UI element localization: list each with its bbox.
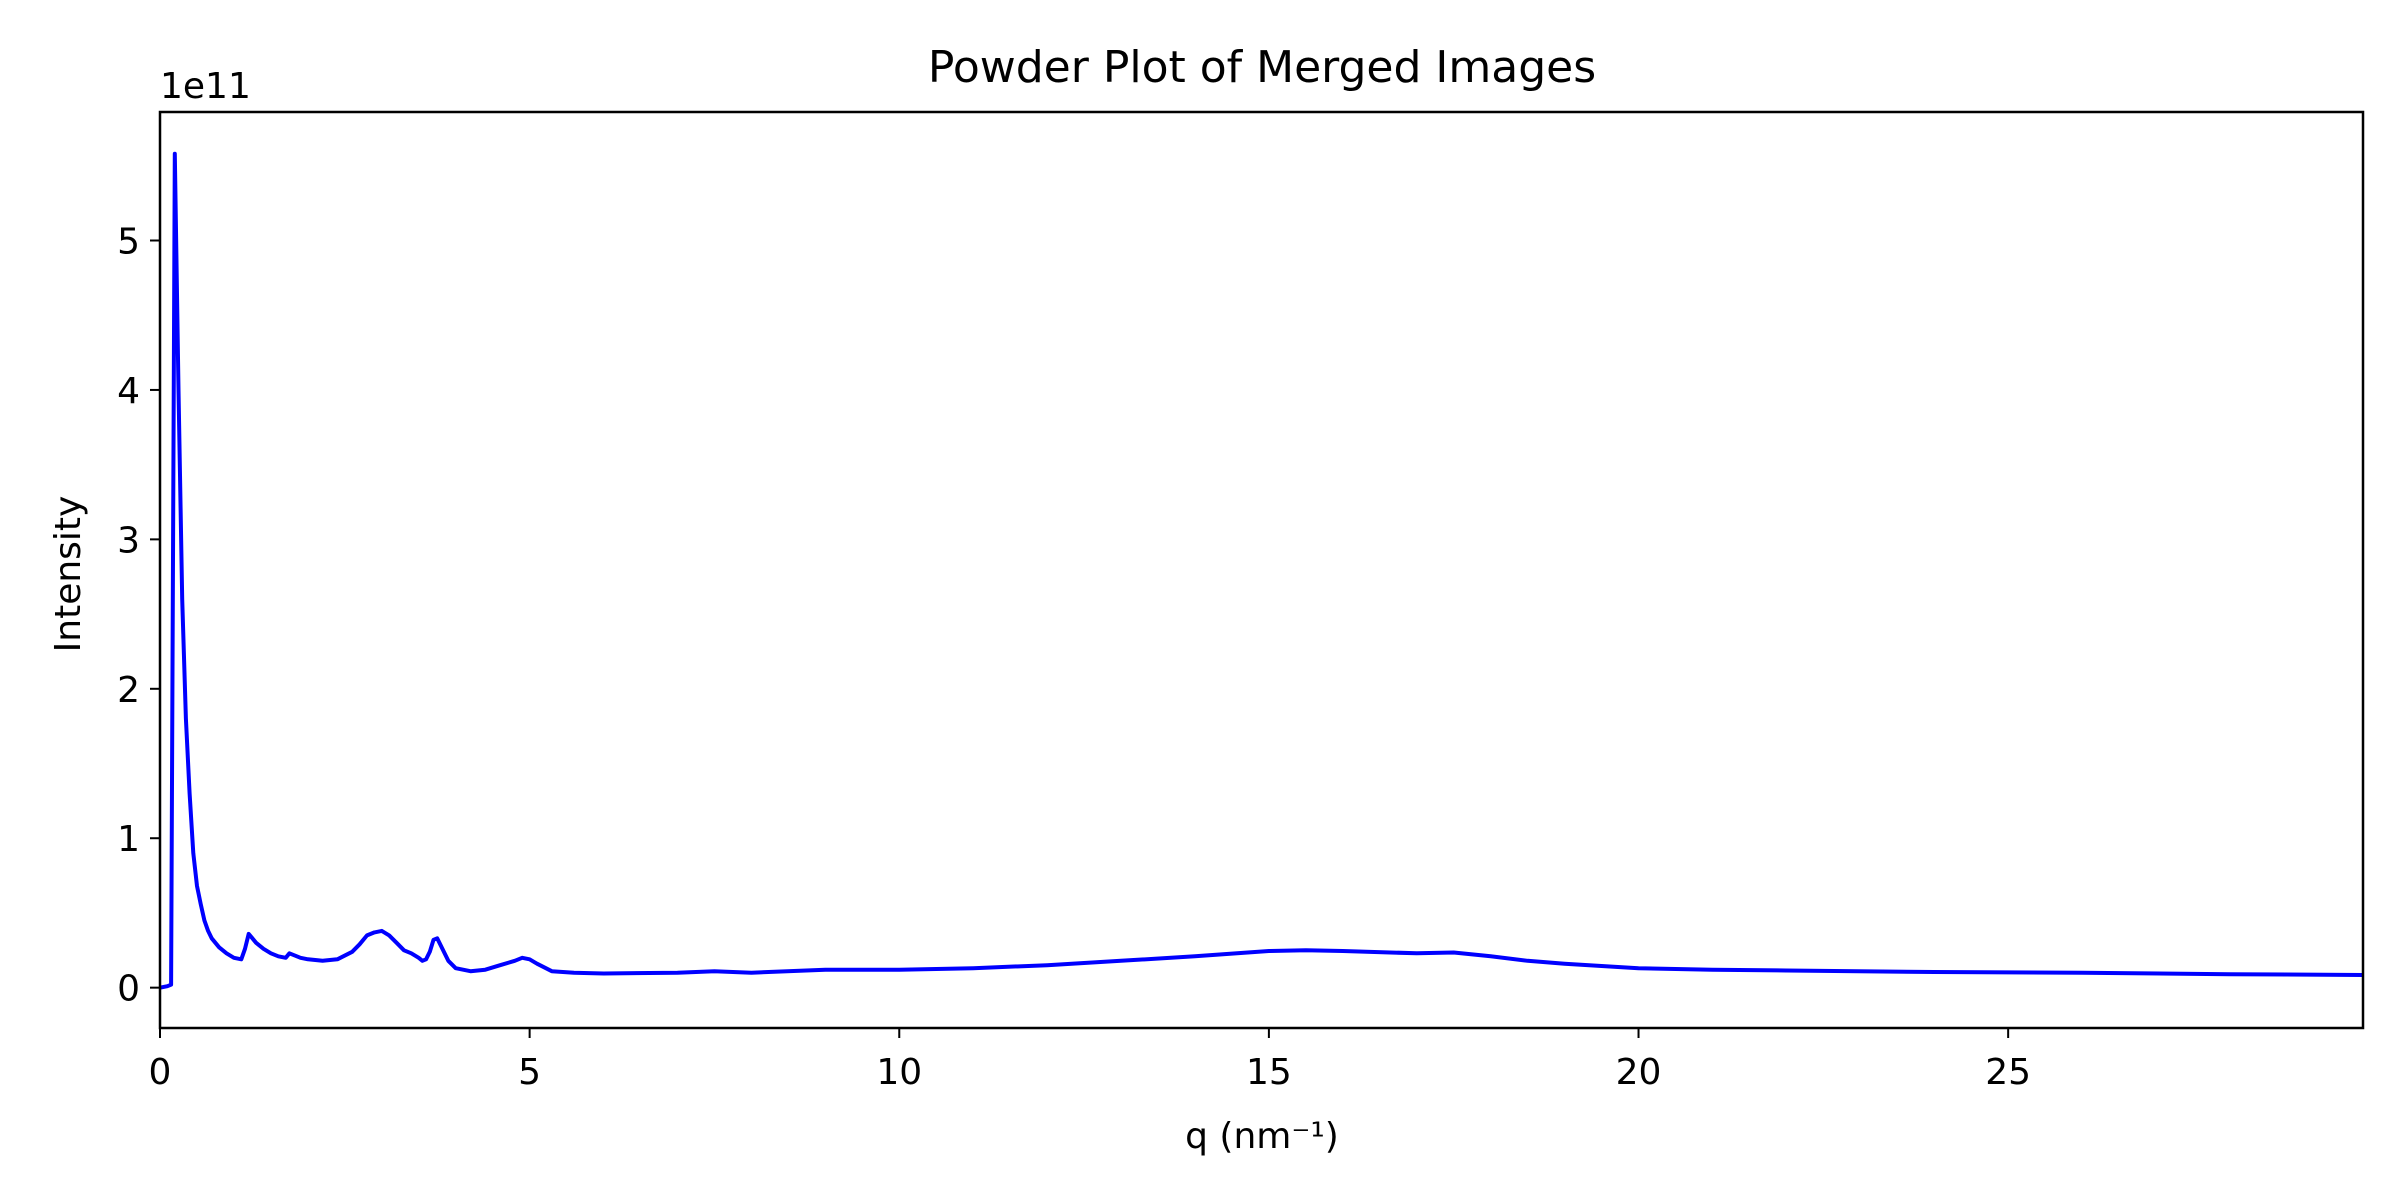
axes-frame <box>158 110 2365 1030</box>
x-tick-label: 10 <box>876 1052 922 1093</box>
x-tick-label: 20 <box>1616 1052 1662 1093</box>
x-tick-label: 5 <box>518 1052 541 1093</box>
y-tick-label: 5 <box>117 222 140 263</box>
x-tick-label: 0 <box>149 1052 172 1093</box>
y-tick-label: 0 <box>117 969 140 1010</box>
y-tick-label: 2 <box>117 670 140 711</box>
x-axis-label: q (nm⁻¹) <box>1185 1116 1339 1157</box>
series-line-0 <box>160 151 2363 990</box>
x-tick-label: 25 <box>1985 1052 2031 1093</box>
y-axis-label: Intensity <box>48 496 89 653</box>
y-tick-label: 4 <box>117 371 140 412</box>
plot-area: 0 5 10 15 20 25 0 1 2 3 4 5 <box>117 110 2365 1093</box>
y-tick-label: 3 <box>117 520 140 561</box>
chart-title: Powder Plot of Merged Images <box>928 42 1596 93</box>
y-axis-offset-label: 1e11 <box>160 66 251 107</box>
y-tick-label: 1 <box>117 819 140 860</box>
x-tick-label: 15 <box>1246 1052 1292 1093</box>
